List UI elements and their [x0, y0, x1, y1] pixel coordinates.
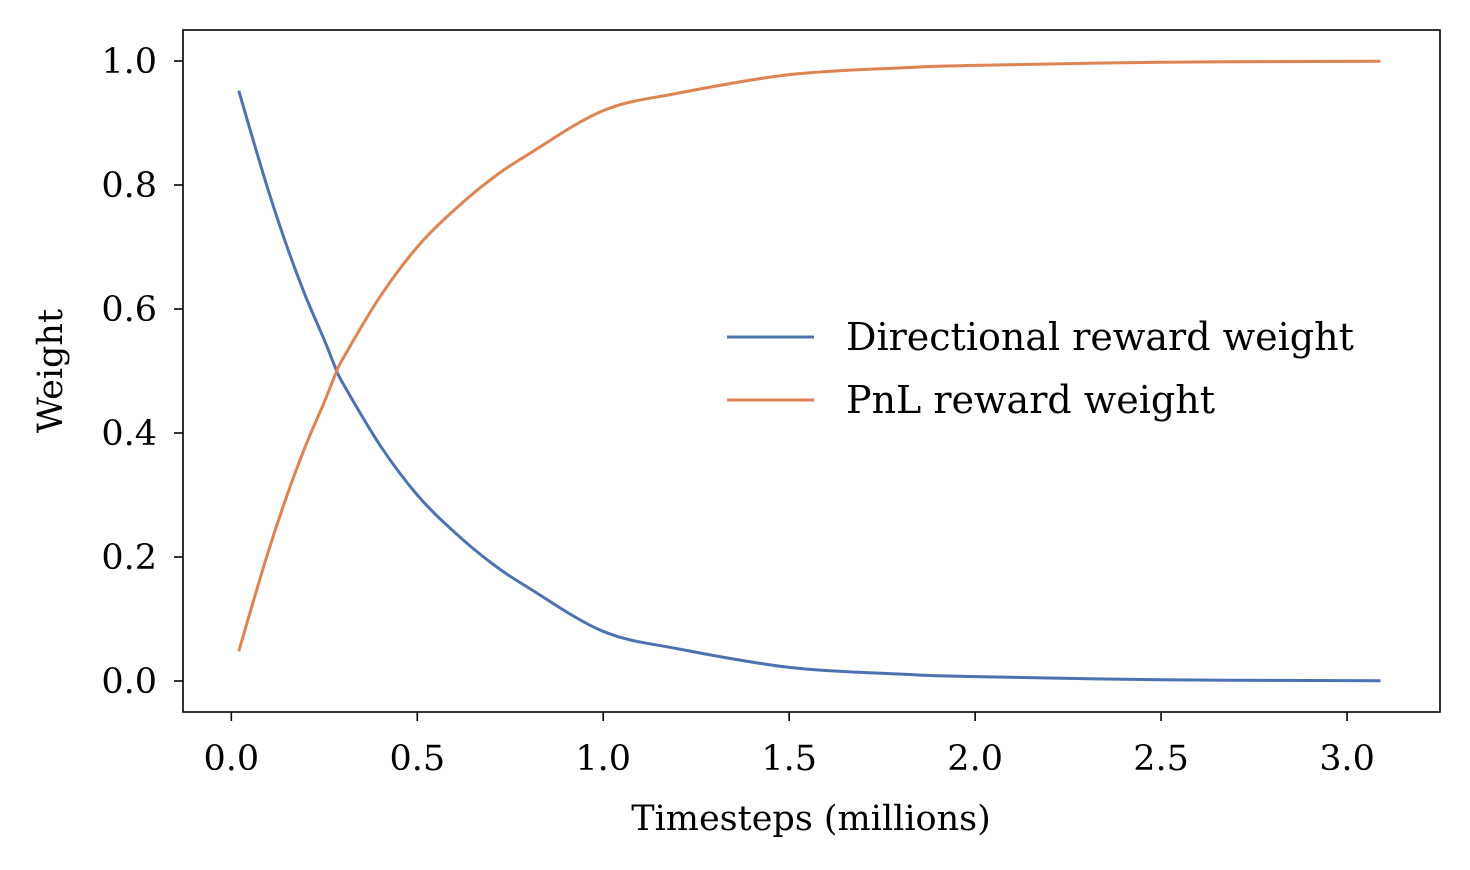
x-tick-label: 1.0: [575, 739, 631, 779]
x-tick-label: 1.5: [761, 739, 817, 779]
y-tick-label: 0.0: [101, 662, 157, 702]
y-tick-label: 0.2: [101, 538, 157, 578]
legend-label: Directional reward weight: [846, 315, 1354, 359]
x-tick-label: 2.5: [1133, 739, 1189, 779]
y-tick-label: 0.6: [101, 290, 157, 330]
series-line-pnl: [237, 59, 1381, 652]
plot-frame: [182, 29, 1441, 713]
x-axis-label: Timesteps (millions): [631, 799, 991, 839]
x-tick-label: 3.0: [1319, 739, 1375, 779]
x-axis: 0.0 0.5 1.0 1.5 2.0 2.5 3.0: [204, 712, 1375, 779]
plot-lines: [237, 59, 1381, 683]
series-line-directional: [237, 90, 1381, 683]
y-tick-label: 0.8: [101, 166, 157, 206]
x-tick-label: 0.0: [204, 739, 260, 779]
legend-label: PnL reward weight: [846, 378, 1215, 422]
legend: Directional reward weight PnL reward weig…: [727, 315, 1354, 422]
y-tick-label: 0.4: [101, 414, 157, 454]
y-axis: 0.0 0.2 0.4 0.6 0.8 1.0: [101, 42, 183, 702]
x-tick-label: 0.5: [389, 739, 445, 779]
y-axis-label: Weight: [31, 309, 71, 433]
y-tick-label: 1.0: [101, 42, 157, 82]
x-tick-label: 2.0: [947, 739, 1003, 779]
